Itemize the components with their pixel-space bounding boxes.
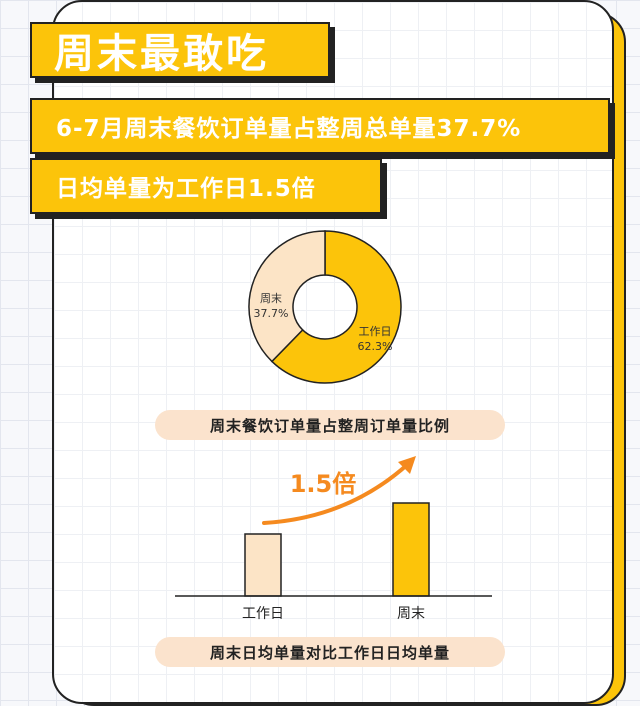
donut-slice-1 <box>248 230 326 363</box>
page-title: 周末最敢吃 <box>30 22 330 78</box>
bar-0 <box>244 533 282 597</box>
bar-caption: 周末日均单量对比工作日日均单量 <box>155 637 505 667</box>
bar-chart: 1.5倍 工作日 周末 <box>175 456 492 622</box>
donut-label-weekend-value: 37.7% <box>254 307 289 320</box>
bar-label-weekend: 周末 <box>397 606 425 622</box>
growth-arrow <box>262 462 410 525</box>
donut-label-workday-name: 工作日 <box>359 325 392 338</box>
donut-chart: 周末 37.7% 工作日 62.3% <box>248 230 402 384</box>
donut-slice-0 <box>270 230 402 384</box>
donut-caption: 周末餐饮订单量占整周订单量比例 <box>155 410 505 440</box>
headline-share: 6-7月周末餐饮订单量占整周总单量37.7% <box>30 98 610 154</box>
growth-annotation: 1.5倍 <box>290 470 357 498</box>
headline-ratio: 日均单量为工作日1.5倍 <box>30 158 382 214</box>
donut-label-workday-value: 62.3% <box>358 340 393 353</box>
growth-arrow-head <box>398 456 416 474</box>
bar-label-workday: 工作日 <box>242 606 284 622</box>
donut-label-weekend-name: 周末 <box>260 291 282 305</box>
bar-1 <box>392 502 430 597</box>
